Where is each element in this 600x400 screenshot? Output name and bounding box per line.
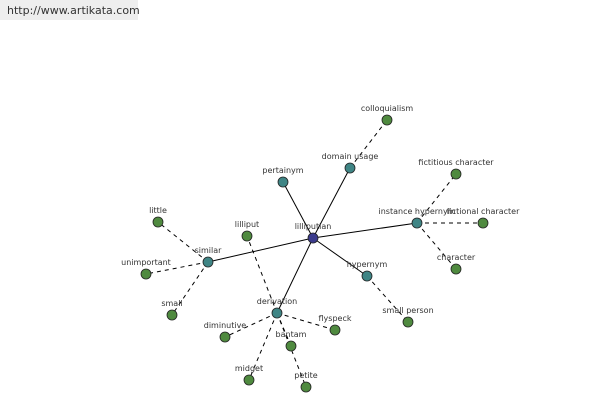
node	[271, 307, 283, 319]
node-label: hypernym	[347, 260, 388, 269]
watermark: http://www.artikata.com	[0, 0, 140, 20]
node	[152, 216, 164, 228]
node	[140, 268, 152, 280]
edge	[312, 222, 418, 239]
node	[477, 217, 489, 229]
node-label: diminutive	[204, 321, 247, 330]
node	[277, 176, 289, 188]
node	[450, 263, 462, 275]
node	[285, 340, 297, 352]
node-label: domain usage	[322, 152, 379, 161]
node	[411, 217, 423, 229]
node-label: derivation	[257, 297, 297, 306]
edge	[416, 222, 457, 270]
node	[402, 316, 414, 328]
edge	[276, 237, 314, 314]
edge	[312, 167, 351, 239]
node-label: petite	[294, 371, 317, 380]
node-label: character	[437, 253, 476, 262]
node-label: small	[161, 299, 182, 308]
node	[219, 331, 231, 343]
edge	[276, 312, 307, 388]
node-label: colloquialism	[361, 104, 414, 113]
node	[300, 381, 312, 393]
edge	[171, 261, 209, 316]
node-label: bantam	[276, 330, 307, 339]
node-label: lilliputian	[295, 222, 332, 231]
node-label: unimportant	[121, 258, 171, 267]
node-label: little	[149, 206, 167, 215]
edge	[312, 237, 368, 277]
node	[329, 324, 341, 336]
node-label: fictitious character	[418, 158, 494, 167]
edge	[366, 275, 409, 323]
edge	[224, 312, 278, 338]
edge	[349, 119, 388, 169]
node	[381, 114, 393, 126]
edge	[276, 312, 336, 331]
edge	[145, 261, 209, 275]
edge	[207, 237, 314, 263]
node-label: pertainym	[262, 166, 303, 175]
node	[166, 309, 178, 321]
edge	[157, 221, 209, 263]
node	[202, 256, 214, 268]
edge	[246, 235, 278, 314]
node	[344, 162, 356, 174]
node-label: lilliput	[235, 220, 259, 229]
node-label: small person	[382, 306, 433, 315]
node	[307, 232, 319, 244]
node-label: similar	[195, 246, 223, 255]
node-label: flyspeck	[319, 314, 352, 323]
node	[243, 374, 255, 386]
node	[361, 270, 373, 282]
node-label: instance hypernym	[379, 207, 456, 216]
edge	[282, 181, 314, 239]
node	[450, 168, 462, 180]
edge	[416, 173, 457, 224]
node	[241, 230, 253, 242]
node-label: fictional character	[447, 207, 520, 216]
node-label: midget	[235, 364, 263, 373]
